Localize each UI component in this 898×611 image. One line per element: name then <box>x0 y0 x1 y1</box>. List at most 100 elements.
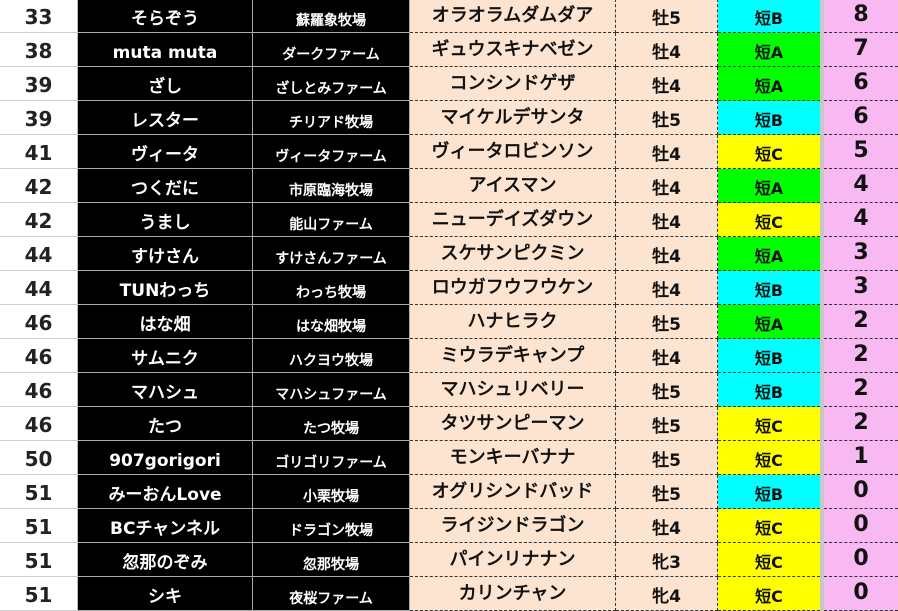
rank-cell[interactable]: 39 <box>0 67 78 101</box>
sex-age-cell[interactable]: 牡5 <box>616 407 718 441</box>
rank-cell[interactable]: 38 <box>0 33 78 67</box>
rank-cell[interactable]: 44 <box>0 271 78 305</box>
farm-name-cell[interactable]: すけさんファーム <box>253 237 410 271</box>
points-cell[interactable]: 3 <box>824 237 898 271</box>
sex-age-cell[interactable]: 牡5 <box>616 0 718 33</box>
owner-name-cell[interactable]: BCチャンネル <box>78 509 253 543</box>
type-cell[interactable]: 短B <box>718 101 820 135</box>
rank-cell[interactable]: 41 <box>0 135 78 169</box>
sex-age-cell[interactable]: 牡5 <box>616 101 718 135</box>
horse-name-cell[interactable]: ロウガフウフウケン <box>410 271 616 305</box>
horse-name-cell[interactable]: パインリナナン <box>410 543 616 577</box>
sex-age-cell[interactable]: 牝3 <box>616 543 718 577</box>
points-cell[interactable]: 4 <box>824 203 898 237</box>
horse-name-cell[interactable]: ギュウスキナベゼン <box>410 33 616 67</box>
type-cell[interactable]: 短A <box>718 169 820 203</box>
farm-name-cell[interactable]: 蘇羅象牧場 <box>253 0 410 33</box>
type-cell[interactable]: 短B <box>718 373 820 407</box>
owner-name-cell[interactable]: レスター <box>78 101 253 135</box>
sex-age-cell[interactable]: 牡4 <box>616 509 718 543</box>
rank-cell[interactable]: 51 <box>0 543 78 577</box>
points-cell[interactable]: 1 <box>824 441 898 475</box>
farm-name-cell[interactable]: マハシュファーム <box>253 373 410 407</box>
rank-cell[interactable]: 46 <box>0 305 78 339</box>
horse-name-cell[interactable]: ミウラデキャンプ <box>410 339 616 373</box>
rank-cell[interactable]: 46 <box>0 339 78 373</box>
rank-cell[interactable]: 39 <box>0 101 78 135</box>
rank-cell[interactable]: 51 <box>0 577 78 611</box>
sex-age-cell[interactable]: 牡4 <box>616 33 718 67</box>
sex-age-cell[interactable]: 牡4 <box>616 271 718 305</box>
rank-cell[interactable]: 33 <box>0 0 78 33</box>
points-cell[interactable]: 3 <box>824 271 898 305</box>
farm-name-cell[interactable]: はな畑牧場 <box>253 305 410 339</box>
points-cell[interactable]: 7 <box>824 33 898 67</box>
type-cell[interactable]: 短A <box>718 67 820 101</box>
type-cell[interactable]: 短B <box>718 339 820 373</box>
horse-name-cell[interactable]: カリンチャン <box>410 577 616 611</box>
points-cell[interactable]: 0 <box>824 543 898 577</box>
farm-name-cell[interactable]: ダークファーム <box>253 33 410 67</box>
sex-age-cell[interactable]: 牡4 <box>616 169 718 203</box>
farm-name-cell[interactable]: ざしとみファーム <box>253 67 410 101</box>
type-cell[interactable]: 短C <box>718 441 820 475</box>
sex-age-cell[interactable]: 牡4 <box>616 339 718 373</box>
farm-name-cell[interactable]: チリアド牧場 <box>253 101 410 135</box>
points-cell[interactable]: 2 <box>824 305 898 339</box>
owner-name-cell[interactable]: みーおんLove <box>78 475 253 509</box>
sex-age-cell[interactable]: 牡5 <box>616 305 718 339</box>
horse-name-cell[interactable]: ライジンドラゴン <box>410 509 616 543</box>
owner-name-cell[interactable]: はな畑 <box>78 305 253 339</box>
rank-cell[interactable]: 42 <box>0 169 78 203</box>
horse-name-cell[interactable]: タツサンピーマン <box>410 407 616 441</box>
type-cell[interactable]: 短B <box>718 475 820 509</box>
owner-name-cell[interactable]: そらぞう <box>78 0 253 33</box>
owner-name-cell[interactable]: サムニク <box>78 339 253 373</box>
points-cell[interactable]: 8 <box>824 0 898 33</box>
points-cell[interactable]: 2 <box>824 407 898 441</box>
owner-name-cell[interactable]: 907gorigori <box>78 441 253 475</box>
owner-name-cell[interactable]: マハシュ <box>78 373 253 407</box>
horse-name-cell[interactable]: アイスマン <box>410 169 616 203</box>
sex-age-cell[interactable]: 牡4 <box>616 203 718 237</box>
rank-cell[interactable]: 46 <box>0 407 78 441</box>
horse-name-cell[interactable]: コンシンドゲザ <box>410 67 616 101</box>
horse-name-cell[interactable]: オラオラムダムダア <box>410 0 616 33</box>
owner-name-cell[interactable]: たつ <box>78 407 253 441</box>
points-cell[interactable]: 0 <box>824 577 898 611</box>
type-cell[interactable]: 短A <box>718 305 820 339</box>
sex-age-cell[interactable]: 牡5 <box>616 441 718 475</box>
horse-name-cell[interactable]: ニューデイズダウン <box>410 203 616 237</box>
type-cell[interactable]: 短C <box>718 577 820 611</box>
type-cell[interactable]: 短C <box>718 135 820 169</box>
horse-name-cell[interactable]: ハナヒラク <box>410 305 616 339</box>
horse-name-cell[interactable]: モンキーバナナ <box>410 441 616 475</box>
rank-cell[interactable]: 50 <box>0 441 78 475</box>
owner-name-cell[interactable]: すけさん <box>78 237 253 271</box>
farm-name-cell[interactable]: ドラゴン牧場 <box>253 509 410 543</box>
farm-name-cell[interactable]: ヴィータファーム <box>253 135 410 169</box>
type-cell[interactable]: 短C <box>718 509 820 543</box>
points-cell[interactable]: 2 <box>824 339 898 373</box>
owner-name-cell[interactable]: ざし <box>78 67 253 101</box>
owner-name-cell[interactable]: muta muta <box>78 33 253 67</box>
type-cell[interactable]: 短A <box>718 33 820 67</box>
sex-age-cell[interactable]: 牡5 <box>616 373 718 407</box>
points-cell[interactable]: 2 <box>824 373 898 407</box>
owner-name-cell[interactable]: TUNわっち <box>78 271 253 305</box>
rank-cell[interactable]: 51 <box>0 509 78 543</box>
horse-name-cell[interactable]: オグリシンドバッド <box>410 475 616 509</box>
owner-name-cell[interactable]: うまし <box>78 203 253 237</box>
type-cell[interactable]: 短C <box>718 543 820 577</box>
horse-name-cell[interactable]: スケサンピクミン <box>410 237 616 271</box>
type-cell[interactable]: 短C <box>718 407 820 441</box>
points-cell[interactable]: 4 <box>824 169 898 203</box>
points-cell[interactable]: 0 <box>824 475 898 509</box>
rank-cell[interactable]: 44 <box>0 237 78 271</box>
type-cell[interactable]: 短B <box>718 271 820 305</box>
rank-cell[interactable]: 46 <box>0 373 78 407</box>
owner-name-cell[interactable]: シキ <box>78 577 253 611</box>
type-cell[interactable]: 短A <box>718 237 820 271</box>
farm-name-cell[interactable]: ハクヨウ牧場 <box>253 339 410 373</box>
rank-cell[interactable]: 42 <box>0 203 78 237</box>
